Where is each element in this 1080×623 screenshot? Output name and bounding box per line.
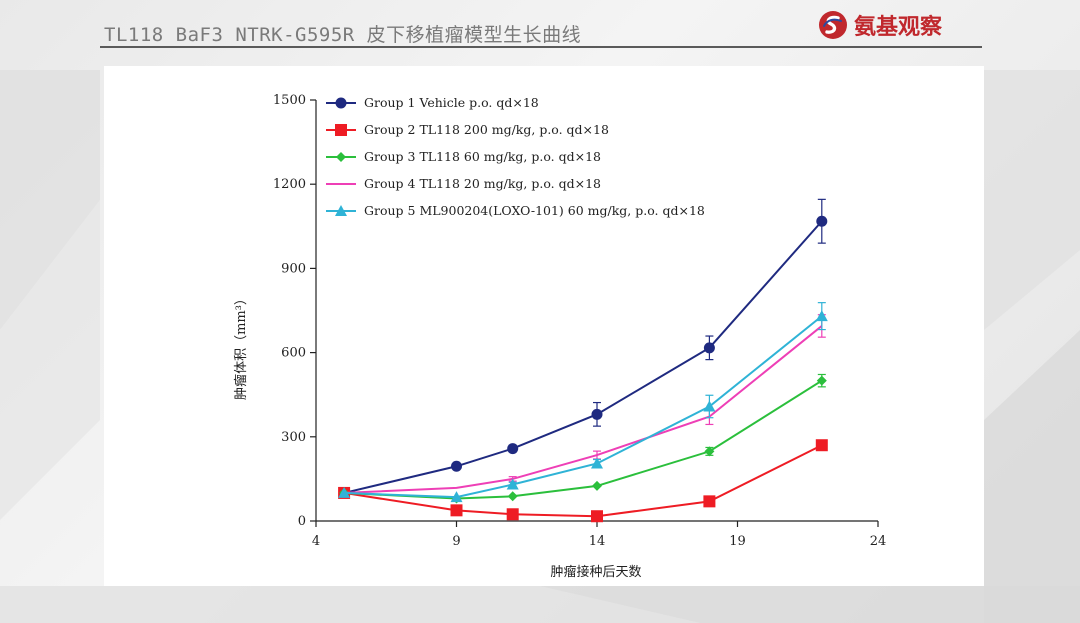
legend-label: Group 1 Vehicle p.o. qd×18	[364, 95, 539, 110]
y-tick-label: 600	[281, 346, 306, 361]
legend-label: Group 4 TL118 20 mg/kg, p.o. qd×18	[364, 176, 601, 191]
tumor-growth-chart: 4 9 14 19 24 0 300 600 900 1200 1500 Group 1 Vehic…	[233, 93, 886, 580]
data-point-group-5	[450, 491, 463, 503]
x-tick-label: 19	[729, 534, 746, 549]
legend-entry-group-2: Group 2 TL118 200 mg/kg, p.o. qd×18	[326, 122, 609, 137]
legend-entry-group-3: Group 3 TL118 60 mg/kg, p.o. qd×18	[326, 149, 601, 164]
data-point-group-5	[506, 478, 519, 490]
x-axis-label: 肿瘤接种后天数	[550, 564, 641, 580]
series-line-group-3	[344, 379, 823, 500]
x-tick-label: 9	[452, 534, 460, 549]
header-divider	[100, 46, 982, 48]
legend-label: Group 5 ML900204(LOXO-101) 60 mg/kg, p.o…	[364, 203, 705, 218]
legend-entry-group-5: Group 5 ML900204(LOXO-101) 60 mg/kg, p.o…	[326, 203, 705, 218]
series-line-group-1	[343, 220, 823, 494]
chart-legend: Group 1 Vehicle p.o. qd×18 Group 2 TL118 …	[326, 95, 705, 218]
data-point-group-2	[450, 504, 463, 517]
y-tick-label: 900	[281, 261, 306, 276]
data-point-group-1	[591, 408, 603, 420]
data-point-group-3	[507, 491, 518, 502]
data-point-group-1	[816, 215, 828, 227]
series-line-group-4	[344, 325, 823, 494]
data-point-group-3	[592, 480, 602, 491]
series-line-group-5	[344, 315, 823, 499]
x-tick-label: 4	[312, 534, 320, 549]
data-point-group-2	[815, 439, 828, 452]
data-point-group-2	[591, 510, 603, 523]
y-tick-label: 1500	[273, 93, 306, 108]
data-point-group-2	[506, 508, 519, 521]
chart-card: 4 9 14 19 24 0 300 600 900 1200 1500 Group 1 Vehic…	[104, 66, 984, 586]
data-point-group-2	[703, 495, 716, 508]
data-point-group-1	[507, 443, 519, 455]
legend-marker	[335, 124, 347, 136]
chart-series	[338, 198, 828, 523]
series-line-group-2	[343, 444, 823, 518]
series-group-5	[338, 302, 828, 503]
s-swirl-logo-icon	[819, 11, 847, 39]
chart-axes: 4 9 14 19 24 0 300 600 900 1200 1500	[273, 93, 886, 549]
data-point-group-5	[338, 486, 351, 498]
data-point-group-5	[815, 310, 828, 322]
legend-entry-group-1: Group 1 Vehicle p.o. qd×18	[326, 95, 539, 110]
y-tick-label: 300	[281, 430, 306, 445]
y-tick-label: 0	[298, 514, 306, 529]
y-axis-label: 肿瘤体积（mm³）	[233, 292, 249, 400]
brand: 氨基观察	[818, 8, 942, 42]
brand-name: 氨基观察	[854, 15, 943, 40]
y-tick-label: 1200	[273, 177, 306, 192]
legend-marker	[335, 97, 347, 109]
data-point-group-5	[703, 400, 716, 412]
series-group-1	[338, 198, 828, 499]
slide-header: TL118 BaF3 NTRK-G595R 皮下移植瘤模型生长曲线 氨基观察	[0, 0, 1080, 66]
legend-marker	[336, 152, 346, 162]
legend-label: Group 3 TL118 60 mg/kg, p.o. qd×18	[364, 149, 601, 164]
x-tick-label: 24	[870, 534, 887, 549]
data-point-group-3	[816, 375, 827, 386]
data-point-group-1	[703, 342, 715, 354]
series-group-2	[338, 439, 828, 523]
data-point-group-1	[451, 460, 462, 472]
data-point-group-5	[591, 457, 603, 469]
series-group-3	[339, 373, 827, 504]
legend-marker	[335, 205, 347, 216]
legend-label: Group 2 TL118 200 mg/kg, p.o. qd×18	[364, 122, 609, 137]
legend-entry-group-4: Group 4 TL118 20 mg/kg, p.o. qd×18	[326, 176, 601, 191]
data-point-group-3	[704, 446, 715, 457]
slide-title: TL118 BaF3 NTRK-G595R 皮下移植瘤模型生长曲线	[104, 24, 582, 46]
x-tick-label: 14	[589, 534, 606, 549]
